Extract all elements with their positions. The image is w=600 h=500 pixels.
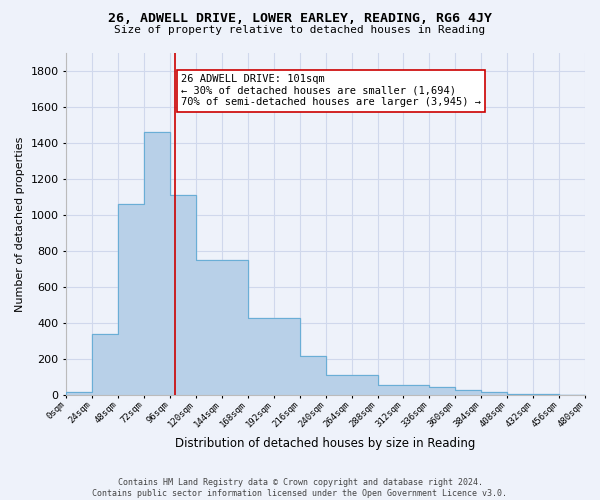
Text: Size of property relative to detached houses in Reading: Size of property relative to detached ho…: [115, 25, 485, 35]
Text: Contains HM Land Registry data © Crown copyright and database right 2024.
Contai: Contains HM Land Registry data © Crown c…: [92, 478, 508, 498]
Text: 26, ADWELL DRIVE, LOWER EARLEY, READING, RG6 4JY: 26, ADWELL DRIVE, LOWER EARLEY, READING,…: [108, 12, 492, 26]
Text: 26 ADWELL DRIVE: 101sqm
← 30% of detached houses are smaller (1,694)
70% of semi: 26 ADWELL DRIVE: 101sqm ← 30% of detache…: [181, 74, 481, 108]
X-axis label: Distribution of detached houses by size in Reading: Distribution of detached houses by size …: [175, 437, 476, 450]
Y-axis label: Number of detached properties: Number of detached properties: [15, 136, 25, 312]
